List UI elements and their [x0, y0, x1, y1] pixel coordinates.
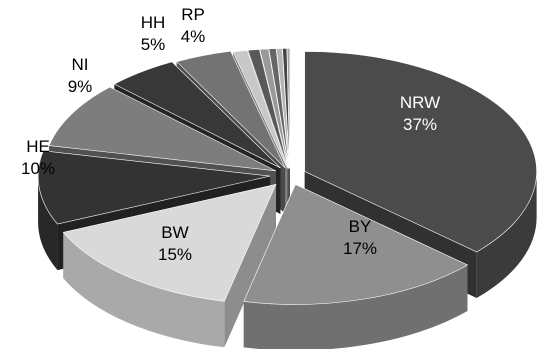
slice-label-percent: 17% — [343, 239, 377, 258]
slice-label-name: NRW — [400, 93, 440, 112]
slice-label-name: BY — [349, 217, 372, 236]
slice-label-name: BW — [161, 223, 188, 242]
slice-by — [243, 184, 469, 305]
slice-ni — [48, 86, 277, 172]
slice-small-10 — [268, 48, 290, 169]
slice-small-7 — [232, 50, 288, 169]
slice-bw — [62, 183, 277, 302]
slice-outer-wall — [63, 232, 225, 348]
slice-label-percent: 4% — [181, 27, 206, 46]
slice-small-9 — [259, 48, 290, 169]
slice-label-name: NI — [72, 55, 89, 74]
slice-label-percent: 37% — [403, 115, 437, 134]
slice-outer-wall — [243, 264, 468, 349]
slice-tops — [37, 48, 537, 305]
slice-label-percent: 10% — [21, 159, 55, 178]
slice-he — [37, 150, 271, 225]
slice-outer-wall — [476, 171, 537, 298]
slice-label-percent: 5% — [141, 35, 166, 54]
slice-label-percent: 15% — [158, 245, 192, 264]
slice-rp — [176, 50, 286, 169]
slice-label-percent: 9% — [68, 77, 93, 96]
slice-hh — [113, 61, 281, 169]
slice-label-name: HH — [141, 13, 166, 32]
slice-small-8 — [247, 49, 289, 169]
slice-labels: NRW 37% BY 17% BW 15% HE 10% NI 9% HH 5% RP 4% — [21, 5, 440, 264]
slice-label-name: HE — [26, 137, 50, 156]
slice-nrw — [304, 51, 537, 253]
slice-label-name: RP — [181, 5, 205, 24]
slice-outer-wall — [38, 176, 58, 271]
slice-small-13 — [286, 48, 291, 169]
